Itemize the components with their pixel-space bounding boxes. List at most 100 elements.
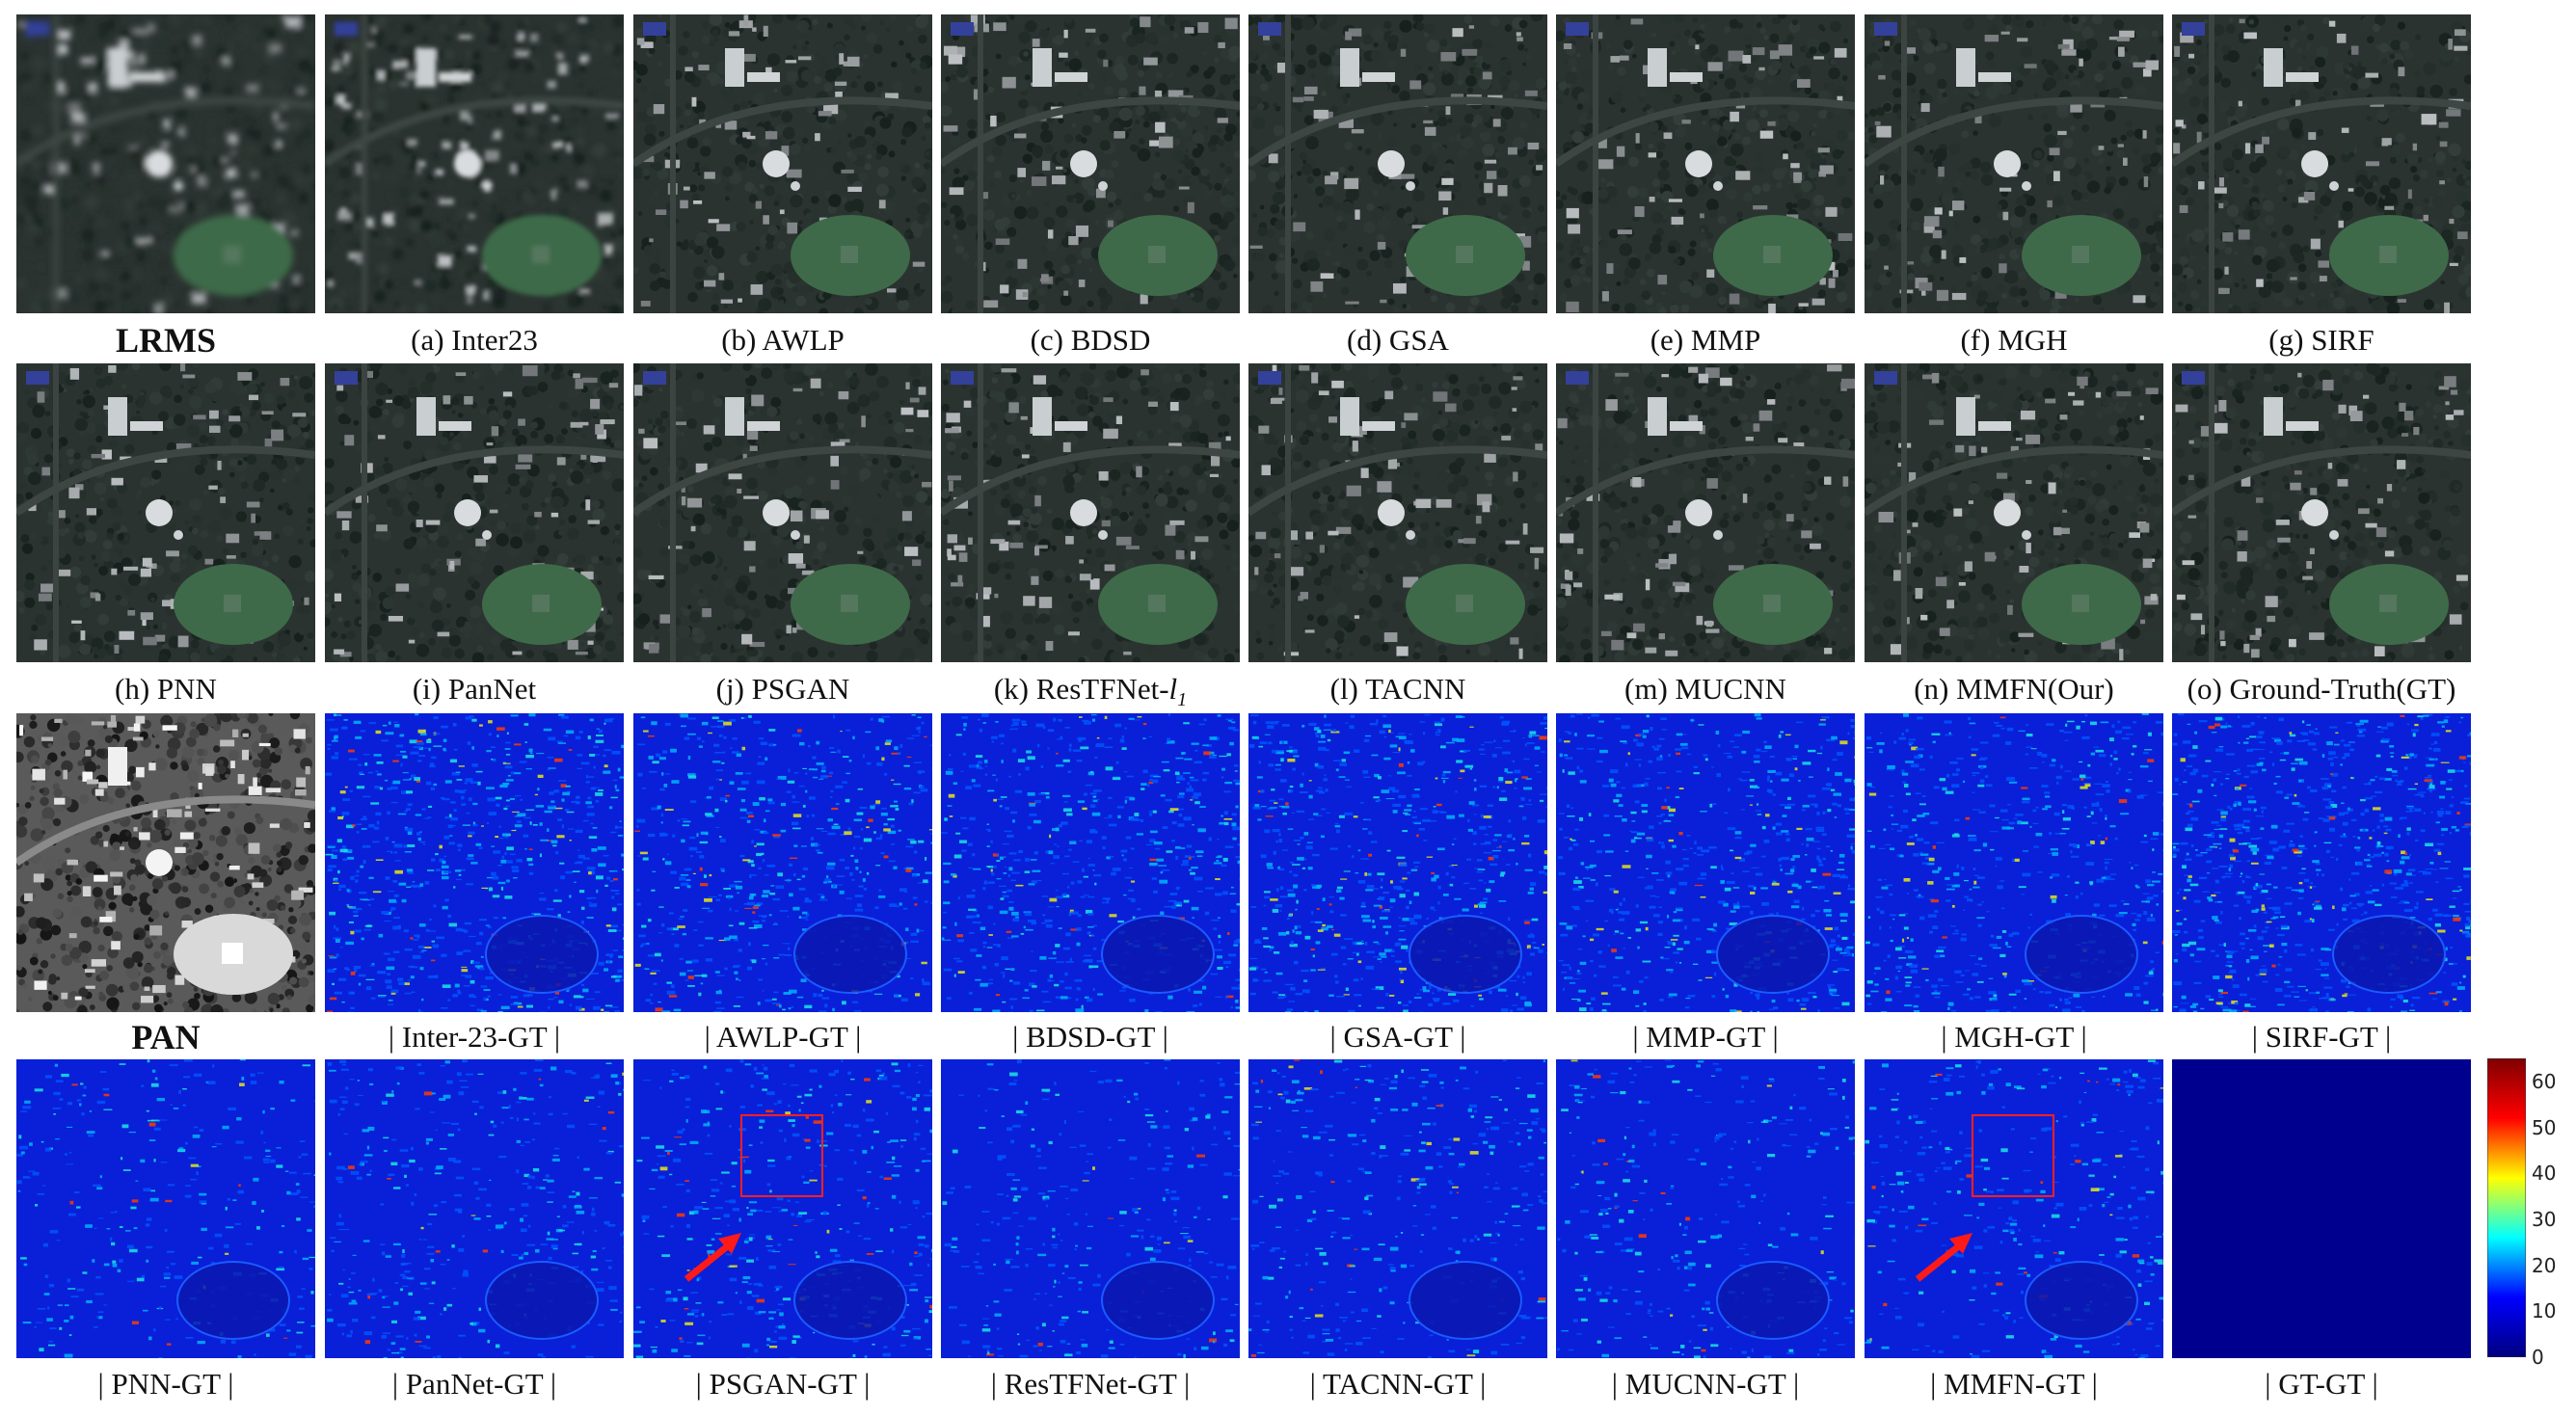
scene-svg bbox=[2172, 713, 2471, 1012]
colorbar bbox=[2486, 1057, 2527, 1358]
scene-svg bbox=[633, 363, 932, 662]
label-tacnn-gt: | TACNN-GT | bbox=[1309, 1367, 1487, 1401]
scene-svg bbox=[16, 14, 315, 313]
label-sirf-gt: | SIRF-GT | bbox=[2251, 1020, 2392, 1054]
error-gsa-gt bbox=[1248, 713, 1547, 1012]
image-lrms bbox=[16, 14, 315, 313]
error-awlp-gt bbox=[633, 713, 932, 1012]
scene-svg bbox=[1248, 1059, 1547, 1358]
error-mgh-gt bbox=[1865, 713, 2163, 1012]
colorbar-tick: 10 bbox=[2532, 1299, 2557, 1323]
colorbar-tick: 40 bbox=[2532, 1162, 2557, 1186]
scene-svg bbox=[325, 713, 624, 1012]
error-mmfn-gt bbox=[1865, 1059, 2163, 1358]
colorbar-tick: 0 bbox=[2532, 1346, 2544, 1369]
image-psgan bbox=[633, 363, 932, 662]
label-mmp-gt: | MMP-GT | bbox=[1632, 1020, 1779, 1054]
scene-svg bbox=[1556, 1059, 1855, 1358]
image-pan bbox=[16, 713, 315, 1012]
scene-svg bbox=[1556, 713, 1855, 1012]
row-error-maps-1 bbox=[0, 713, 2576, 1012]
scene-svg bbox=[941, 14, 1240, 313]
label-gsa: (d) GSA bbox=[1347, 323, 1449, 357]
scene-svg bbox=[1248, 14, 1547, 313]
image-mgh bbox=[1865, 14, 2163, 313]
scene-svg bbox=[325, 363, 624, 662]
label-pannet: (i) PanNet bbox=[412, 672, 537, 706]
image-pnn bbox=[16, 363, 315, 662]
scene-svg bbox=[1865, 14, 2163, 313]
label-ground-truth: (o) Ground-Truth(GT) bbox=[2187, 672, 2456, 706]
error-psgan-gt bbox=[633, 1059, 932, 1358]
scene-svg bbox=[1556, 14, 1855, 313]
error-tacnn-gt bbox=[1248, 1059, 1547, 1358]
image-awlp bbox=[633, 14, 932, 313]
label-bdsd-gt: | BDSD-GT | bbox=[1012, 1020, 1168, 1054]
scene-svg bbox=[941, 363, 1240, 662]
row-error-maps-2 bbox=[0, 1059, 2576, 1358]
label-gsa-gt: | GSA-GT | bbox=[1329, 1020, 1466, 1054]
label-bdsd: (c) BDSD bbox=[1030, 323, 1151, 357]
row-fusion-results-2 bbox=[0, 363, 2576, 662]
label-psgan-gt: | PSGAN-GT | bbox=[695, 1367, 871, 1401]
label-psgan: (j) PSGAN bbox=[715, 672, 850, 706]
image-mmfn bbox=[1865, 363, 2163, 662]
scene-svg bbox=[16, 713, 315, 1012]
colorbar-tick: 60 bbox=[2532, 1069, 2557, 1093]
label-inter23-gt: | Inter-23-GT | bbox=[388, 1020, 561, 1054]
colorbar-tick: 50 bbox=[2532, 1115, 2557, 1139]
image-inter23 bbox=[325, 14, 624, 313]
label-mgh: (f) MGH bbox=[1960, 323, 2068, 357]
colorbar-tick: 30 bbox=[2532, 1207, 2557, 1231]
label-sirf: (g) SIRF bbox=[2268, 323, 2375, 357]
label-mucnn: (m) MUCNN bbox=[1624, 672, 1786, 706]
image-mmp bbox=[1556, 14, 1855, 313]
scene-svg bbox=[16, 1059, 315, 1358]
error-sirf-gt bbox=[2172, 713, 2471, 1012]
row-labels-4: | PNN-GT | | PanNet-GT | | PSGAN-GT | | … bbox=[0, 1362, 2576, 1406]
colorbar-tick: 20 bbox=[2532, 1253, 2557, 1277]
scene-svg bbox=[633, 1059, 932, 1358]
image-tacnn bbox=[1248, 363, 1547, 662]
row-labels-1: LRMS (a) Inter23 (b) AWLP (c) BDSD (d) G… bbox=[0, 318, 2576, 362]
row-labels-3: PAN | Inter-23-GT | | AWLP-GT | | BDSD-G… bbox=[0, 1015, 2576, 1059]
colorbar-ticks: 60 50 40 30 20 10 0 bbox=[2532, 1058, 2574, 1367]
label-restfnet-text: (k) ResTFNet- bbox=[993, 672, 1169, 706]
error-mucnn-gt bbox=[1556, 1059, 1855, 1358]
image-pannet bbox=[325, 363, 624, 662]
error-pannet-gt bbox=[325, 1059, 624, 1358]
label-lrms: LRMS bbox=[115, 321, 216, 360]
image-mucnn bbox=[1556, 363, 1855, 662]
scene-svg bbox=[941, 713, 1240, 1012]
scene-svg bbox=[1865, 713, 2163, 1012]
row-labels-2: (h) PNN (i) PanNet (j) PSGAN (k) ResTFNe… bbox=[0, 667, 2576, 711]
label-restfnet: (k) ResTFNet-l1 bbox=[941, 667, 1240, 711]
scene-svg bbox=[1556, 363, 1855, 662]
label-awlp: (b) AWLP bbox=[721, 323, 845, 357]
scene-svg bbox=[1865, 1059, 2163, 1358]
label-mucnn-gt: | MUCNN-GT | bbox=[1611, 1367, 1800, 1401]
label-restfnet-l: l bbox=[1168, 672, 1178, 706]
colorbar-svg bbox=[2486, 1057, 2527, 1358]
scene-svg bbox=[633, 713, 932, 1012]
label-restfnet-sub: 1 bbox=[1177, 689, 1188, 711]
scene-svg bbox=[2172, 1059, 2471, 1358]
scene-svg bbox=[633, 14, 932, 313]
error-mmp-gt bbox=[1556, 713, 1855, 1012]
scene-svg bbox=[941, 1059, 1240, 1358]
scene-svg bbox=[16, 363, 315, 662]
error-inter23-gt bbox=[325, 713, 624, 1012]
label-pnn: (h) PNN bbox=[115, 672, 217, 706]
label-awlp-gt: | AWLP-GT | bbox=[704, 1020, 862, 1054]
scene-svg bbox=[2172, 14, 2471, 313]
scene-svg bbox=[1248, 363, 1547, 662]
scene-svg bbox=[325, 1059, 624, 1358]
scene-svg bbox=[1865, 363, 2163, 662]
label-gt-gt: | GT-GT | bbox=[2265, 1367, 2378, 1401]
image-restfnet bbox=[941, 363, 1240, 662]
label-mgh-gt: | MGH-GT | bbox=[1941, 1020, 2087, 1054]
image-sirf bbox=[2172, 14, 2471, 313]
image-ground-truth bbox=[2172, 363, 2471, 662]
error-bdsd-gt bbox=[941, 713, 1240, 1012]
label-pnn-gt: | PNN-GT | bbox=[97, 1367, 234, 1401]
